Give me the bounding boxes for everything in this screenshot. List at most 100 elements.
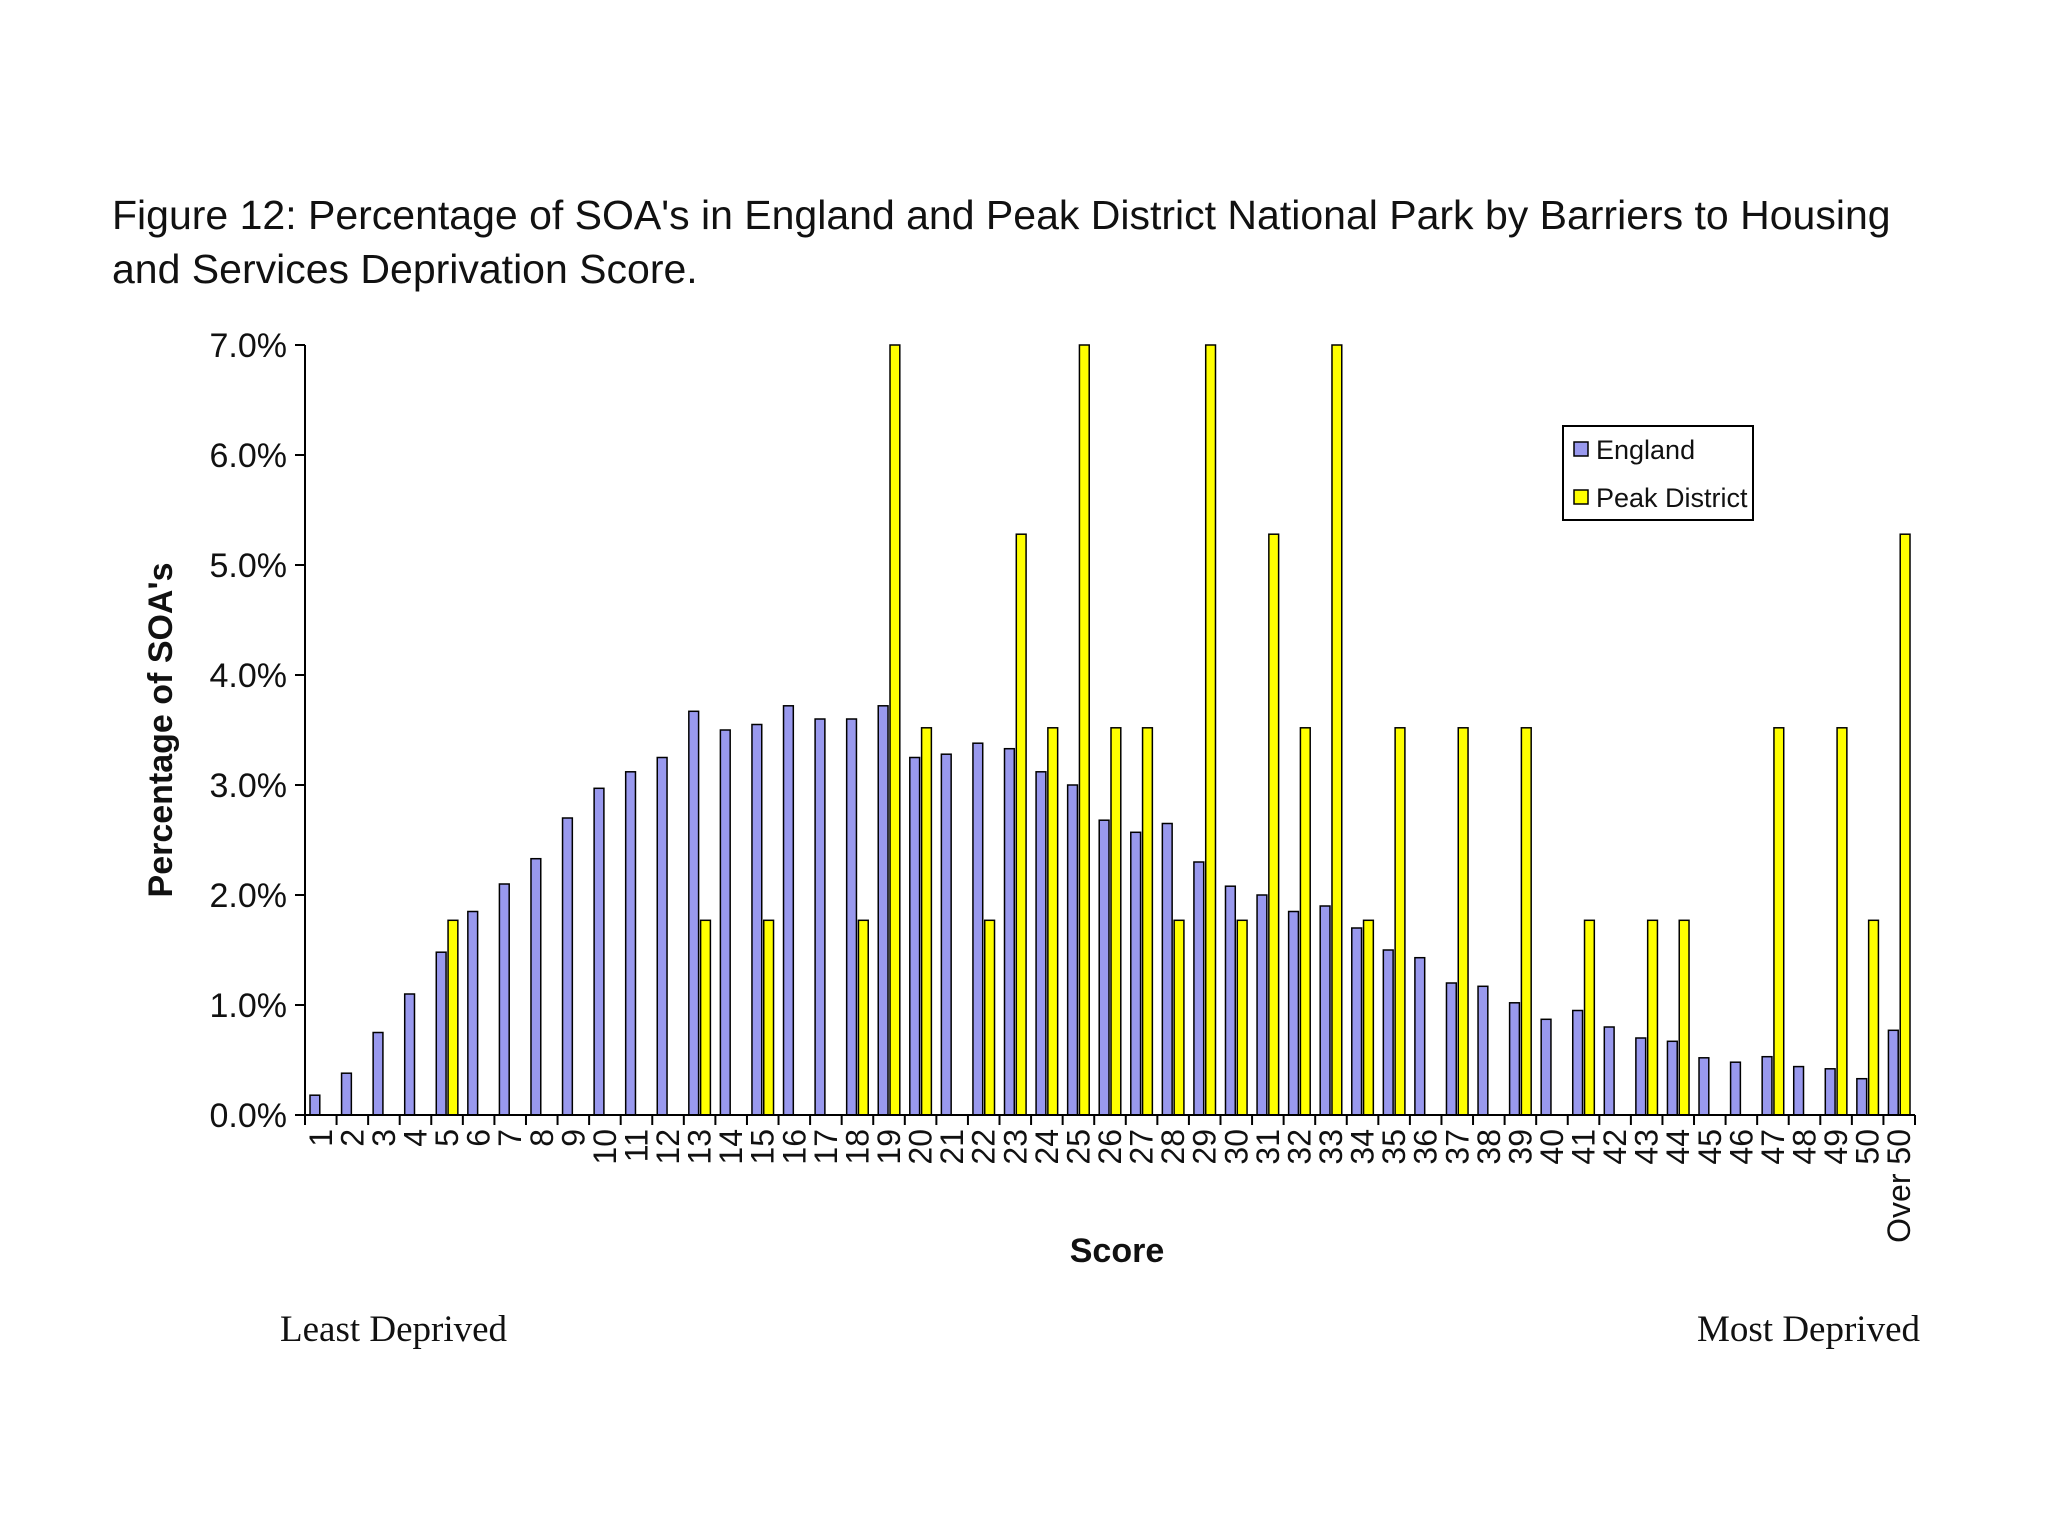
x-tick-label: 26: [1092, 1129, 1128, 1165]
bar-england: [1256, 894, 1268, 1116]
y-tick-label: 2.0%: [210, 877, 288, 915]
bar-peak-district: [1583, 919, 1596, 1116]
x-tick-label: 29: [1187, 1129, 1223, 1165]
bar-england: [1666, 1040, 1678, 1116]
bar-peak-district: [699, 919, 712, 1116]
bar-england: [1887, 1029, 1899, 1116]
bar-england: [624, 771, 637, 1116]
x-tick-label: 13: [682, 1129, 718, 1165]
x-tick-label: 3: [366, 1129, 402, 1147]
x-tick-label: 35: [1376, 1129, 1412, 1165]
legend-label-peak-district: Peak District: [1596, 483, 1748, 513]
bar-england: [1824, 1068, 1836, 1116]
bar-peak-district: [1836, 727, 1848, 1116]
bar-peak-district: [920, 727, 933, 1116]
bar-england: [940, 753, 952, 1116]
bar-england: [1635, 1037, 1647, 1116]
bar-peak-district: [857, 919, 869, 1116]
bar-peak-district: [1141, 727, 1154, 1116]
bar-england: [845, 718, 858, 1116]
bar-england: [1571, 1009, 1584, 1116]
bar-peak-district: [762, 919, 775, 1116]
bar-peak-district: [889, 344, 901, 1116]
y-tick-label: 1.0%: [210, 987, 288, 1025]
bar-england: [1477, 985, 1489, 1116]
y-tick-label: 6.0%: [210, 437, 288, 475]
bar-england: [1414, 956, 1426, 1116]
bar-england: [372, 1031, 384, 1116]
bar-peak-district: [1362, 919, 1375, 1116]
x-tick-label: 39: [1502, 1129, 1538, 1165]
bar-england: [1856, 1077, 1868, 1116]
bar-peak-district: [1268, 533, 1280, 1116]
chart-bars: [309, 344, 1911, 1116]
x-tick-label: 40: [1534, 1129, 1570, 1165]
x-tick-label: 8: [524, 1129, 560, 1147]
x-tick-label: 38: [1471, 1129, 1507, 1165]
x-tick-label: 6: [461, 1129, 497, 1147]
bar-england: [593, 787, 605, 1116]
bar-england: [467, 910, 479, 1116]
x-tick-label: 33: [1313, 1129, 1349, 1165]
x-tick-label: 44: [1660, 1129, 1696, 1165]
bar-england: [1351, 927, 1363, 1116]
y-tick-label: 5.0%: [210, 547, 288, 585]
bar-peak-district: [447, 919, 459, 1116]
bar-england: [435, 951, 447, 1116]
bar-peak-district: [1173, 919, 1185, 1116]
y-tick-label: 3.0%: [210, 767, 288, 805]
y-axis-ticks: 0.0% 1.0% 2.0% 3.0% 4.0% 5.0% 6.0% 7.0%: [210, 327, 305, 1135]
bar-peak-district: [1899, 533, 1911, 1116]
x-tick-label: 30: [1218, 1129, 1254, 1165]
legend-swatch-england: [1573, 441, 1589, 457]
bar-england: [814, 718, 826, 1116]
bar-peak-district: [983, 919, 996, 1116]
legend-label-england: England: [1596, 435, 1695, 465]
x-tick-label: 2: [334, 1129, 370, 1147]
bar-peak-district: [1047, 727, 1059, 1116]
x-tick-label: 19: [871, 1129, 907, 1165]
bar-peak-district: [1867, 919, 1880, 1116]
x-tick-label: 12: [650, 1129, 686, 1165]
x-axis-title: Score: [1070, 1232, 1165, 1270]
bar-england: [1066, 784, 1079, 1116]
bar-peak-district: [1331, 344, 1343, 1116]
x-axis-ticks: 1234567891011121314151617181920212223242…: [303, 1115, 1917, 1243]
bar-england: [1098, 819, 1110, 1116]
y-tick-label: 4.0%: [210, 657, 288, 695]
bar-england: [1130, 831, 1142, 1116]
bar-peak-district: [1015, 533, 1027, 1116]
bar-england: [1540, 1018, 1552, 1116]
x-tick-label: 10: [587, 1129, 623, 1165]
x-tick-label: 46: [1723, 1129, 1759, 1165]
bar-england: [1224, 885, 1237, 1116]
x-tick-label: 25: [1060, 1129, 1096, 1165]
x-tick-label: 22: [966, 1129, 1002, 1165]
bar-england: [1508, 1002, 1521, 1116]
x-tick-label: 24: [1029, 1129, 1065, 1165]
legend-box: [1562, 425, 1754, 521]
bar-england: [340, 1072, 353, 1116]
bar-peak-district: [1646, 919, 1659, 1116]
x-tick-label: 17: [808, 1129, 844, 1165]
bar-england: [1319, 905, 1331, 1116]
bar-england: [1193, 861, 1205, 1116]
annotation-least-deprived: Least Deprived: [280, 1309, 508, 1350]
bar-england: [309, 1094, 321, 1116]
bar-peak-district: [1773, 727, 1785, 1116]
x-tick-label: 50: [1850, 1129, 1886, 1165]
bar-england: [1792, 1065, 1805, 1116]
x-tick-label: 43: [1629, 1129, 1665, 1165]
x-tick-label: 34: [1345, 1129, 1381, 1165]
x-tick-label: 28: [1155, 1129, 1191, 1165]
bar-england: [1161, 822, 1173, 1116]
bar-peak-district: [1520, 727, 1532, 1116]
chart-title: Figure 12: Percentage of SOA's in Englan…: [112, 192, 1891, 292]
bar-peak-district: [1394, 727, 1406, 1116]
bar-england: [1729, 1061, 1742, 1116]
x-tick-label: 31: [1250, 1129, 1286, 1165]
bar-peak-district: [1078, 344, 1090, 1116]
x-tick-label: 45: [1692, 1129, 1728, 1165]
bar-peak-district: [1204, 344, 1217, 1116]
